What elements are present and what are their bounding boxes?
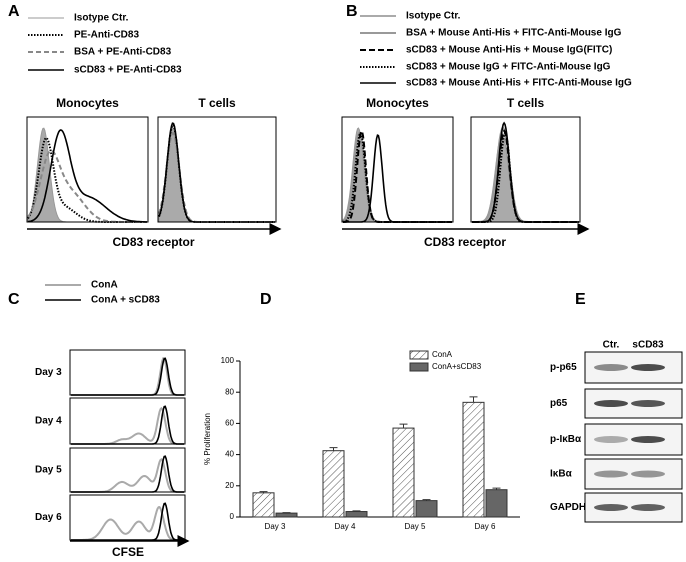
- row-label: p-IκBα: [550, 434, 582, 445]
- row-label: p65: [550, 398, 568, 409]
- histogram-curve: [472, 129, 579, 223]
- legend-label: ConA: [432, 350, 453, 359]
- histogram-curve: [27, 129, 147, 223]
- row-label: Day 4: [35, 416, 62, 427]
- plot-frame: [470, 116, 581, 223]
- blot-band: [631, 470, 665, 478]
- bar: [392, 427, 415, 518]
- legend-label: sCD83 + Mouse Anti-His + FITC-Anti-Mouse…: [406, 78, 632, 89]
- plot-frame: [157, 116, 277, 223]
- y-tick-label: 0: [230, 512, 235, 521]
- blot-band: [594, 364, 628, 371]
- plot-subtitle: Monocytes: [366, 96, 429, 110]
- bar: [485, 489, 508, 518]
- error-bar: [352, 510, 361, 512]
- histogram-curve: [27, 136, 147, 223]
- histogram-curve: [472, 131, 579, 223]
- blot-band: [631, 436, 665, 443]
- legend-label: ConA: [91, 280, 118, 291]
- panel-label: B: [346, 3, 358, 20]
- error-bar: [492, 487, 501, 490]
- y-tick-label: 60: [225, 419, 234, 428]
- legend-label: BSA + PE-Anti-CD83: [74, 47, 172, 58]
- row-label: IκBα: [550, 469, 573, 480]
- histogram-curve: [472, 126, 579, 223]
- blot-band: [631, 504, 665, 511]
- row-label: Day 3: [35, 367, 62, 378]
- blot-band: [594, 400, 628, 407]
- plot-frame: [69, 349, 186, 396]
- plot-frame: [341, 116, 454, 223]
- legend-label: ConA + sCD83: [91, 295, 160, 306]
- legend-swatch: [409, 350, 429, 360]
- legend-label: Isotype Ctr.: [74, 13, 129, 24]
- legend-label: sCD83 + PE-Anti-CD83: [74, 65, 182, 76]
- error-bar: [422, 499, 431, 501]
- legend-label: sCD83 + Mouse Anti-His + Mouse IgG(FITC): [406, 45, 612, 56]
- legend-swatch: [409, 362, 429, 372]
- plot-frame: [69, 447, 186, 493]
- bar: [322, 450, 345, 518]
- y-tick-label: 100: [221, 356, 235, 365]
- panel-label: C: [8, 291, 20, 308]
- y-tick-label: 20: [225, 481, 234, 490]
- legend-label: Isotype Ctr.: [406, 11, 461, 22]
- axis-title: CFSE: [112, 545, 144, 559]
- plot-frame: [69, 397, 186, 445]
- blot-band: [594, 470, 628, 478]
- row-label: GAPDH: [550, 502, 586, 513]
- blot-band: [631, 364, 665, 371]
- histogram-curve: [71, 455, 184, 493]
- axis-title: CD83 receptor: [112, 235, 194, 249]
- lane-label: Ctr.: [603, 340, 620, 351]
- blot-frame: [584, 458, 683, 490]
- row-label: p-p65: [550, 362, 577, 373]
- plot-frame: [69, 494, 186, 541]
- error-bar: [469, 396, 478, 403]
- error-bar: [329, 447, 338, 451]
- panel-label: D: [260, 291, 272, 308]
- error-bar: [259, 491, 268, 493]
- histogram-curve: [342, 131, 452, 223]
- panels: A Isotype Ctr. PE-Anti-CD83 BSA + PE-Anti-C…: [8, 3, 683, 559]
- x-tick-label: Day 3: [265, 522, 286, 531]
- y-tick-label: 40: [225, 450, 234, 459]
- bar: [345, 511, 368, 518]
- legend-label: PE-Anti-CD83: [74, 30, 139, 41]
- row-label: Day 5: [35, 465, 62, 476]
- panel-label: A: [8, 3, 20, 20]
- lane-label: sCD83: [632, 340, 664, 351]
- histogram-curve: [472, 121, 579, 223]
- axis-title: CD83 receptor: [424, 235, 506, 249]
- legend-label: sCD83 + Mouse IgG + FITC-Anti-Mouse IgG: [406, 62, 611, 73]
- blot-band: [631, 400, 665, 407]
- x-tick-label: Day 5: [405, 522, 426, 531]
- bar: [252, 492, 275, 518]
- legend-label: BSA + Mouse Anti-His + FITC-Anti-Mouse I…: [406, 28, 622, 39]
- legend-label: ConA+sCD83: [432, 362, 482, 371]
- row-label: Day 6: [35, 512, 62, 523]
- blot-band: [594, 504, 628, 511]
- histogram-curve: [472, 132, 579, 223]
- bar: [275, 512, 298, 518]
- plot-subtitle: T cells: [507, 96, 545, 110]
- x-tick-label: Day 4: [335, 522, 356, 531]
- bar: [415, 500, 438, 518]
- panel-label: E: [575, 291, 586, 308]
- plot-frame: [26, 116, 149, 223]
- error-bar: [399, 423, 408, 429]
- y-tick-label: 80: [225, 387, 234, 396]
- plot-subtitle: T cells: [198, 96, 236, 110]
- blot-band: [594, 436, 628, 443]
- y-axis-title: % Proliferation: [203, 413, 212, 465]
- plot-subtitle: Monocytes: [56, 96, 119, 110]
- x-tick-label: Day 6: [475, 522, 496, 531]
- bar: [462, 401, 485, 518]
